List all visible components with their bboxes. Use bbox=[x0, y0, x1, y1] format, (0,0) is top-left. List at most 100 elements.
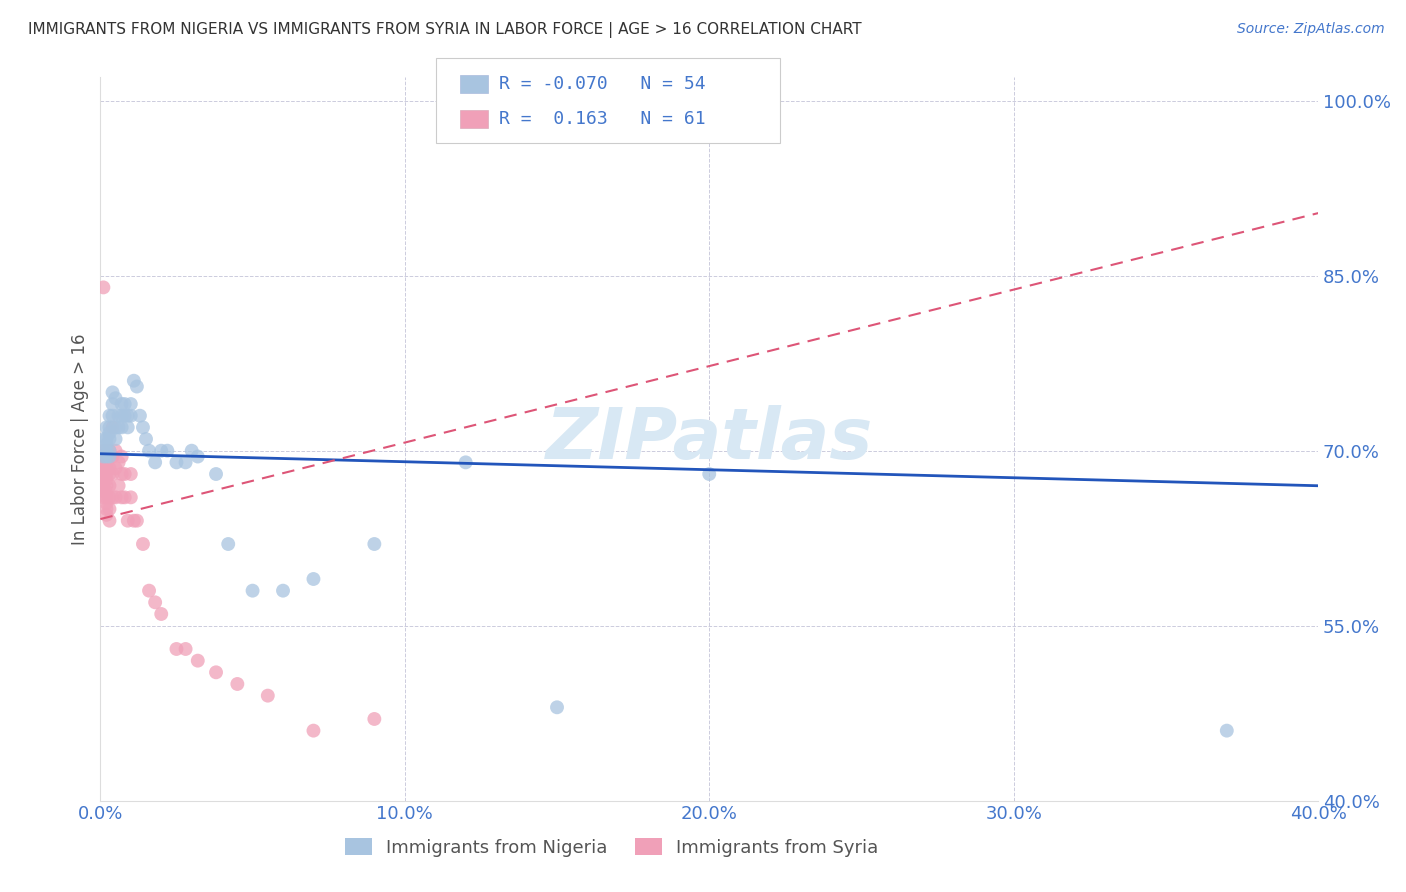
Point bbox=[104, 491, 127, 505]
Point bbox=[93, 467, 115, 481]
Point bbox=[98, 443, 121, 458]
Point bbox=[96, 508, 118, 522]
Point bbox=[96, 467, 118, 481]
Point bbox=[107, 420, 129, 434]
Point bbox=[120, 491, 142, 505]
Point bbox=[117, 420, 139, 434]
Point bbox=[114, 397, 136, 411]
Point bbox=[117, 409, 139, 423]
Point bbox=[101, 397, 124, 411]
Point bbox=[122, 514, 145, 528]
Point bbox=[104, 420, 127, 434]
Legend: Immigrants from Nigeria, Immigrants from Syria: Immigrants from Nigeria, Immigrants from… bbox=[337, 830, 886, 864]
Point bbox=[256, 689, 278, 703]
Point bbox=[98, 450, 121, 464]
Point bbox=[93, 478, 115, 492]
Point bbox=[114, 409, 136, 423]
Point bbox=[98, 478, 121, 492]
Point bbox=[96, 438, 118, 452]
Point bbox=[114, 491, 136, 505]
Point bbox=[101, 420, 124, 434]
Point bbox=[166, 455, 188, 469]
Point bbox=[546, 700, 568, 714]
Point bbox=[111, 491, 134, 505]
Point bbox=[107, 478, 129, 492]
Point bbox=[93, 432, 115, 446]
Point bbox=[93, 280, 115, 294]
Point bbox=[111, 397, 134, 411]
Point bbox=[101, 450, 124, 464]
Point bbox=[111, 420, 134, 434]
Point bbox=[187, 450, 209, 464]
Point bbox=[96, 443, 118, 458]
Point bbox=[271, 583, 294, 598]
Point bbox=[93, 484, 115, 499]
Text: IMMIGRANTS FROM NIGERIA VS IMMIGRANTS FROM SYRIA IN LABOR FORCE | AGE > 16 CORRE: IMMIGRANTS FROM NIGERIA VS IMMIGRANTS FR… bbox=[28, 22, 862, 38]
Point bbox=[101, 491, 124, 505]
Point bbox=[96, 455, 118, 469]
Point bbox=[93, 450, 115, 464]
Point bbox=[96, 484, 118, 499]
Point bbox=[93, 450, 115, 464]
Y-axis label: In Labor Force | Age > 16: In Labor Force | Age > 16 bbox=[72, 334, 89, 545]
Point bbox=[104, 443, 127, 458]
Point bbox=[143, 455, 166, 469]
Point bbox=[120, 467, 142, 481]
Point bbox=[104, 461, 127, 475]
Text: Source: ZipAtlas.com: Source: ZipAtlas.com bbox=[1237, 22, 1385, 37]
Point bbox=[156, 443, 179, 458]
Point bbox=[363, 537, 385, 551]
Point bbox=[111, 450, 134, 464]
Point bbox=[697, 467, 720, 481]
Point bbox=[98, 514, 121, 528]
Point bbox=[93, 473, 115, 487]
Point bbox=[98, 502, 121, 516]
Point bbox=[98, 450, 121, 464]
Text: ZIPatlas: ZIPatlas bbox=[546, 405, 873, 474]
Point bbox=[120, 397, 142, 411]
Point bbox=[107, 455, 129, 469]
Point bbox=[138, 443, 160, 458]
Point bbox=[205, 665, 228, 680]
Point bbox=[98, 409, 121, 423]
Point bbox=[111, 409, 134, 423]
Point bbox=[96, 502, 118, 516]
Point bbox=[302, 572, 325, 586]
Point bbox=[132, 420, 155, 434]
Point bbox=[166, 642, 188, 657]
Point bbox=[96, 478, 118, 492]
Point bbox=[96, 450, 118, 464]
Point bbox=[125, 379, 148, 393]
Point bbox=[226, 677, 249, 691]
Point bbox=[302, 723, 325, 738]
Point bbox=[187, 654, 209, 668]
Point bbox=[174, 642, 197, 657]
Point bbox=[101, 467, 124, 481]
Point bbox=[150, 443, 173, 458]
Point bbox=[111, 467, 134, 481]
Point bbox=[96, 496, 118, 510]
Point bbox=[98, 491, 121, 505]
Point bbox=[96, 473, 118, 487]
Point bbox=[120, 409, 142, 423]
Point bbox=[132, 537, 155, 551]
Point bbox=[174, 455, 197, 469]
Point bbox=[101, 385, 124, 400]
Point bbox=[363, 712, 385, 726]
Point bbox=[150, 607, 173, 621]
Point bbox=[114, 467, 136, 481]
Point bbox=[454, 455, 477, 469]
Point bbox=[96, 443, 118, 458]
Point bbox=[138, 583, 160, 598]
Point bbox=[96, 432, 118, 446]
Point bbox=[122, 374, 145, 388]
Point bbox=[98, 461, 121, 475]
Point bbox=[217, 537, 239, 551]
Point bbox=[205, 467, 228, 481]
Point bbox=[93, 443, 115, 458]
Point bbox=[93, 455, 115, 469]
Point bbox=[107, 409, 129, 423]
Point bbox=[143, 595, 166, 609]
Point bbox=[98, 420, 121, 434]
Point bbox=[242, 583, 264, 598]
